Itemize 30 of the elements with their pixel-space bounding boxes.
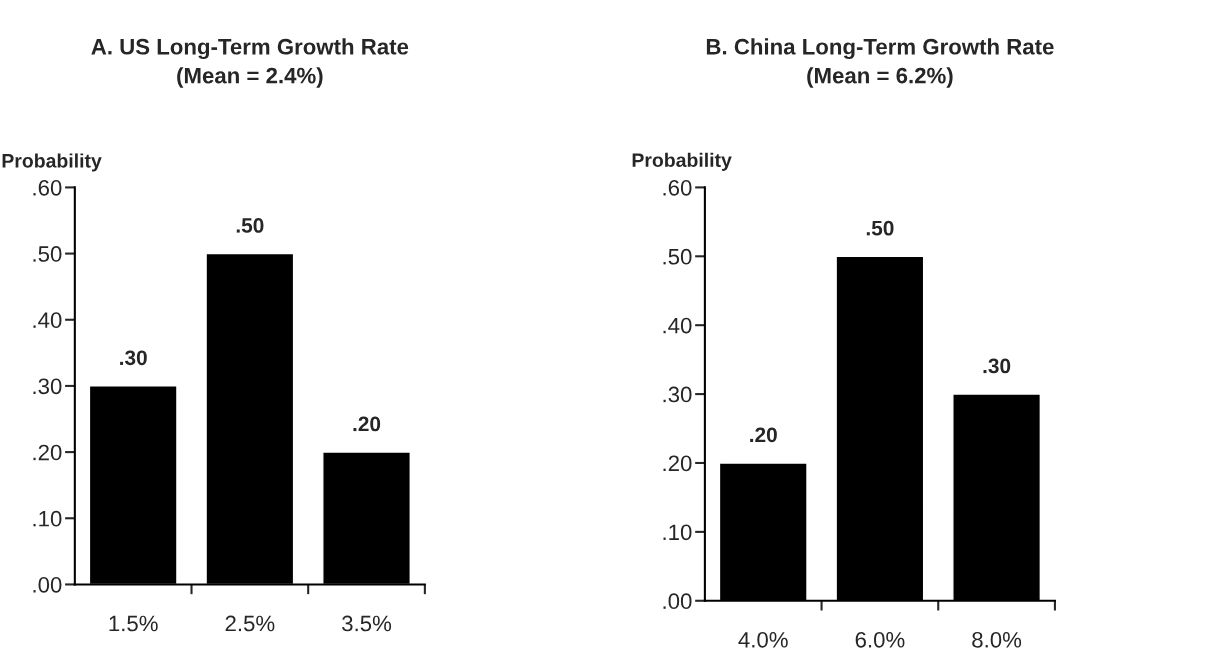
x-tick-label: 8.0% [972,631,1022,648]
y-tick-label: .50 [663,248,692,265]
y-tick-label: .20 [663,455,692,472]
y-tick-label: .40 [663,317,692,334]
x-tick-label: 1.5% [109,615,158,632]
y-tick-label: .60 [663,179,692,196]
y-tick-label: .30 [33,378,62,395]
data-label: .30 [120,350,147,366]
y-tick-label: .00 [663,593,692,610]
data-label: .20 [750,427,777,443]
y-tick-label: .40 [33,312,62,329]
y-tick-label: .60 [33,179,62,196]
y-axis-title: Probability [2,153,102,172]
y-axis-title: Probability [632,152,732,171]
x-tick-label: 3.5% [342,615,392,632]
y-tick-label: .50 [33,246,62,262]
y-tick-label: .30 [663,386,692,403]
data-label: .20 [353,416,381,432]
chart-title: B. China Long-Term Growth Rate (Mean = 6.2%) [706,38,1054,88]
x-tick-label: 4.0% [738,631,788,648]
chart-title: A. US Long-Term Growth Rate (Mean = 2.4%) [91,38,409,88]
data-label: .50 [236,218,264,233]
data-label: .30 [983,358,1011,374]
y-tick-label: .00 [33,576,62,593]
y-tick-label: .20 [33,444,62,461]
data-label: .50 [866,220,894,236]
y-tick-label: .10 [33,510,62,527]
x-tick-label: 6.0% [855,631,905,648]
y-tick-label: .10 [663,524,692,541]
x-tick-label: 2.5% [225,615,275,632]
